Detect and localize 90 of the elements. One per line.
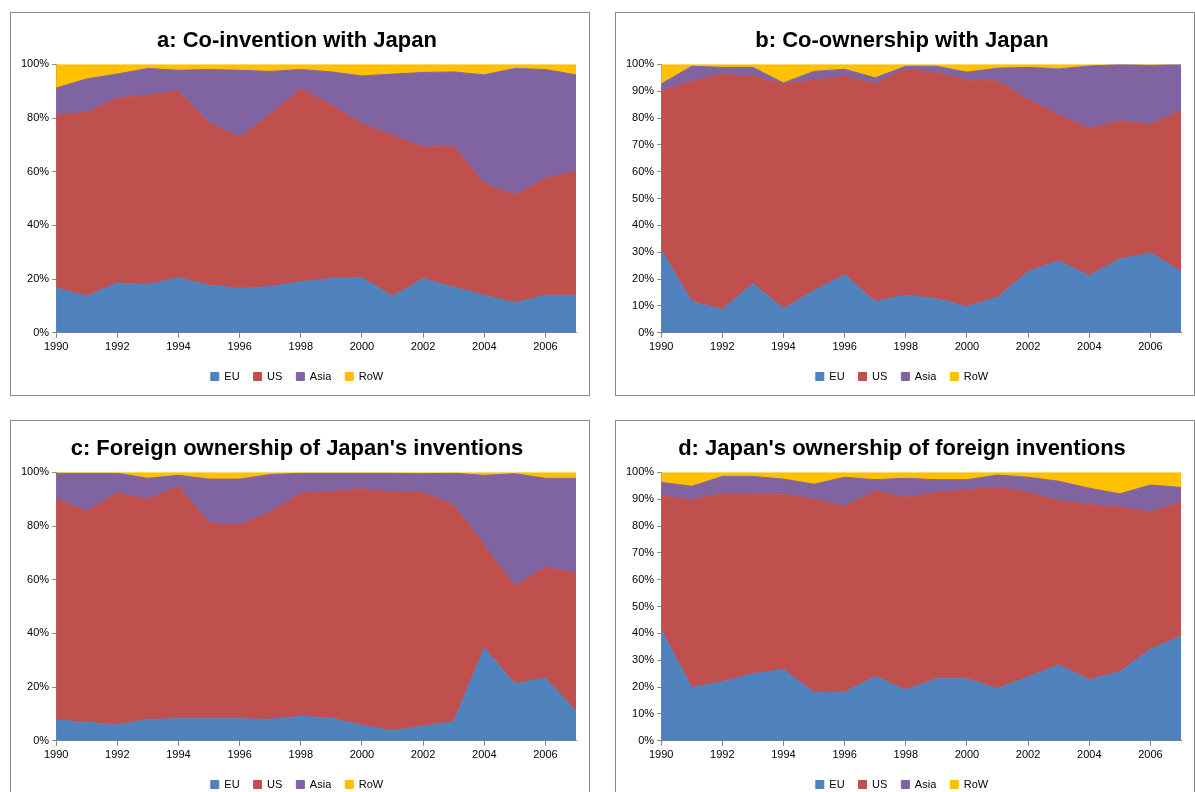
legend-label: Asia bbox=[309, 369, 333, 382]
legend-label: US bbox=[267, 369, 283, 382]
x-tick-label: 2006 bbox=[533, 340, 558, 353]
y-tick-label: 60% bbox=[27, 164, 50, 177]
x-tick-label: 2004 bbox=[472, 340, 497, 353]
y-tick-label: 20% bbox=[632, 680, 655, 693]
legend-label: EU bbox=[829, 777, 845, 790]
y-tick-label: 80% bbox=[27, 111, 50, 124]
y-tick-label: 0% bbox=[33, 733, 50, 746]
x-tick-label: 1994 bbox=[771, 340, 796, 353]
legend-label: Asia bbox=[914, 777, 938, 790]
y-tick-label: 60% bbox=[632, 164, 655, 177]
x-tick-label: 2006 bbox=[1138, 340, 1163, 353]
x-tick-label: 1996 bbox=[832, 340, 857, 353]
legend-label: EU bbox=[224, 777, 240, 790]
x-tick-label: 2006 bbox=[1138, 748, 1163, 761]
y-tick-label: 90% bbox=[632, 492, 655, 505]
y-tick-label: 0% bbox=[33, 325, 50, 338]
y-tick-label: 20% bbox=[632, 272, 655, 285]
x-tick-label: 1996 bbox=[227, 340, 252, 353]
legend-label: RoW bbox=[358, 777, 384, 790]
x-tick-label: 2004 bbox=[472, 748, 497, 761]
legend-label: RoW bbox=[358, 369, 384, 382]
y-tick-label: 0% bbox=[638, 325, 655, 338]
y-tick-label: 60% bbox=[27, 572, 50, 585]
y-tick-label: 10% bbox=[632, 706, 655, 719]
x-tick-label: 2000 bbox=[349, 340, 375, 353]
chart-title: b: Co-ownership with Japan bbox=[755, 27, 1049, 53]
x-tick-label: 1998 bbox=[288, 748, 314, 761]
x-tick-label: 1996 bbox=[832, 748, 857, 761]
y-tick-label: 40% bbox=[632, 626, 655, 639]
legend-label: EU bbox=[224, 369, 240, 382]
x-tick-label: 1992 bbox=[105, 340, 130, 353]
y-tick-label: 20% bbox=[27, 680, 50, 693]
x-tick-label: 2002 bbox=[410, 340, 436, 353]
y-tick-label: 80% bbox=[632, 519, 655, 532]
legend-label: US bbox=[872, 777, 888, 790]
x-tick-label: 2006 bbox=[533, 748, 558, 761]
y-tick-label: 90% bbox=[632, 84, 655, 97]
y-tick-label: 50% bbox=[632, 191, 655, 204]
x-tick-label: 2004 bbox=[1077, 340, 1102, 353]
y-tick-label: 100% bbox=[625, 465, 655, 478]
y-tick-label: 20% bbox=[27, 272, 50, 285]
x-tick-label: 2000 bbox=[954, 340, 980, 353]
chart-title: a: Co-invention with Japan bbox=[157, 27, 437, 53]
legend-label: EU bbox=[829, 369, 845, 382]
x-tick-label: 2000 bbox=[349, 748, 375, 761]
x-tick-label: 1994 bbox=[166, 748, 191, 761]
x-tick-label: 1994 bbox=[771, 748, 796, 761]
x-tick-label: 1990 bbox=[43, 340, 69, 353]
y-tick-label: 0% bbox=[638, 733, 655, 746]
y-tick-label: 80% bbox=[27, 519, 50, 532]
legend-label: Asia bbox=[309, 777, 333, 790]
x-tick-label: 2002 bbox=[1015, 748, 1041, 761]
y-tick-label: 70% bbox=[632, 137, 655, 150]
x-tick-label: 1992 bbox=[710, 340, 735, 353]
x-tick-label: 2002 bbox=[1015, 340, 1041, 353]
y-tick-label: 30% bbox=[632, 245, 655, 258]
x-tick-label: 2002 bbox=[410, 748, 436, 761]
y-tick-label: 10% bbox=[632, 298, 655, 311]
y-tick-label: 100% bbox=[20, 465, 50, 478]
legend-label: Asia bbox=[914, 369, 938, 382]
y-tick-label: 100% bbox=[20, 57, 50, 70]
y-tick-label: 100% bbox=[625, 57, 655, 70]
y-tick-label: 70% bbox=[632, 545, 655, 558]
y-tick-label: 30% bbox=[632, 653, 655, 666]
y-tick-label: 40% bbox=[27, 218, 50, 231]
x-tick-label: 1996 bbox=[227, 748, 252, 761]
legend-label: US bbox=[267, 777, 283, 790]
x-tick-label: 1990 bbox=[648, 340, 674, 353]
y-tick-label: 80% bbox=[632, 111, 655, 124]
legend-label: RoW bbox=[963, 369, 989, 382]
x-tick-label: 1998 bbox=[893, 340, 919, 353]
chart-title: c: Foreign ownership of Japan's inventions bbox=[70, 435, 524, 461]
y-tick-label: 50% bbox=[632, 599, 655, 612]
chart-title: d: Japan's ownership of foreign inventions bbox=[678, 435, 1126, 461]
y-tick-label: 60% bbox=[632, 572, 655, 585]
x-tick-label: 1992 bbox=[105, 748, 130, 761]
legend-label: US bbox=[872, 369, 888, 382]
x-tick-label: 1990 bbox=[43, 748, 69, 761]
x-tick-label: 1998 bbox=[893, 748, 919, 761]
y-tick-label: 40% bbox=[27, 626, 50, 639]
x-tick-label: 1998 bbox=[288, 340, 314, 353]
x-tick-label: 1994 bbox=[166, 340, 191, 353]
x-tick-label: 1990 bbox=[648, 748, 674, 761]
x-tick-label: 2004 bbox=[1077, 748, 1102, 761]
y-tick-label: 40% bbox=[632, 218, 655, 231]
legend-label: RoW bbox=[963, 777, 989, 790]
x-tick-label: 1992 bbox=[710, 748, 735, 761]
x-tick-label: 2000 bbox=[954, 748, 980, 761]
